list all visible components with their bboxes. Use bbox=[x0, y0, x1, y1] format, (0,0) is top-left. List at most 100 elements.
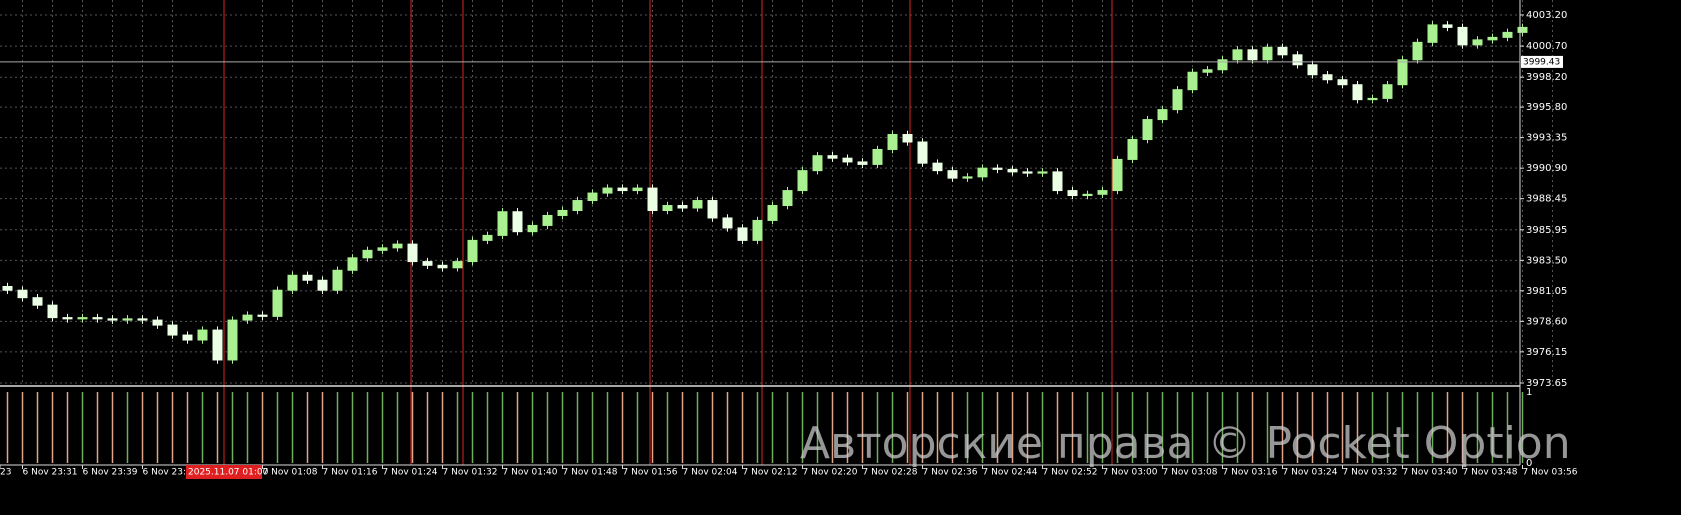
y-tick-label: 3978.60 bbox=[1526, 316, 1567, 327]
y-tick-label: 3988.45 bbox=[1526, 194, 1567, 205]
x-tick-label: 7 Nov 01:16 bbox=[323, 468, 378, 478]
candle-body bbox=[692, 200, 703, 209]
candle-body bbox=[737, 227, 748, 241]
y-tick-label: 3993.35 bbox=[1526, 133, 1567, 144]
candle-body bbox=[377, 247, 388, 251]
session-separators bbox=[223, 0, 1113, 465]
candle-body bbox=[1067, 190, 1078, 197]
candle-body bbox=[1157, 109, 1168, 121]
candle-body bbox=[257, 314, 268, 317]
candle-body bbox=[107, 318, 118, 321]
candle-body bbox=[1397, 59, 1408, 86]
candle-body bbox=[92, 317, 103, 320]
candle-body bbox=[77, 317, 88, 320]
candle-body bbox=[467, 239, 478, 263]
x-tick-label: 23 bbox=[0, 468, 11, 478]
indicator bbox=[6, 392, 1524, 463]
candle-body bbox=[947, 170, 958, 179]
candle-body bbox=[1442, 24, 1453, 28]
candle-body bbox=[1142, 119, 1153, 141]
candle-body bbox=[917, 141, 928, 164]
x-tick-label: 7 Nov 02:36 bbox=[923, 468, 978, 478]
candle-body bbox=[197, 329, 208, 341]
x-tick-label: 7 Nov 02:12 bbox=[743, 468, 798, 478]
y-tick-label: 3983.50 bbox=[1526, 255, 1567, 266]
candle-body bbox=[977, 167, 988, 178]
candle-body bbox=[662, 205, 673, 211]
candle-body bbox=[1412, 41, 1423, 61]
candle-body bbox=[332, 269, 343, 291]
candle-body bbox=[827, 155, 838, 159]
candle-body bbox=[1427, 24, 1438, 43]
candle-body bbox=[617, 187, 628, 192]
x-tick-label: 7 Nov 01:32 bbox=[443, 468, 498, 478]
x-tick-label: 7 Nov 01:56 bbox=[623, 468, 678, 478]
candle-body bbox=[842, 157, 853, 163]
candle-body bbox=[767, 205, 778, 221]
candles bbox=[2, 21, 1528, 364]
candle-body bbox=[362, 249, 373, 259]
candle-body bbox=[1187, 71, 1198, 91]
candle-body bbox=[1472, 39, 1483, 46]
y-tick-label: 3973.65 bbox=[1526, 378, 1567, 389]
x-tick-label: 7 Nov 03:24 bbox=[1283, 468, 1338, 478]
candle-body bbox=[167, 324, 178, 336]
candle-body bbox=[1022, 171, 1033, 174]
candle-body bbox=[407, 243, 418, 263]
candle-body bbox=[527, 224, 538, 233]
candle-body bbox=[392, 243, 403, 249]
candle-body bbox=[752, 219, 763, 241]
candle-body bbox=[1007, 168, 1018, 173]
candle-body bbox=[287, 274, 298, 291]
candle-body bbox=[1487, 36, 1498, 41]
candle-body bbox=[17, 289, 28, 299]
candle-body bbox=[122, 318, 133, 321]
x-tick-label: 7 Nov 03:16 bbox=[1223, 468, 1278, 478]
candle-body bbox=[497, 211, 508, 236]
candle-body bbox=[1322, 74, 1333, 81]
candle-body bbox=[797, 170, 808, 192]
y-tick-label: 3998.20 bbox=[1526, 72, 1567, 83]
candle-body bbox=[872, 148, 883, 165]
indicator-tick-label: 1 bbox=[1526, 387, 1532, 398]
x-tick-label: 7 Nov 02:28 bbox=[863, 468, 918, 478]
candle-body bbox=[677, 205, 688, 209]
candle-body bbox=[302, 274, 313, 281]
candle-body bbox=[1037, 171, 1048, 174]
x-tick-label: 7 Nov 01:24 bbox=[383, 468, 438, 478]
candle-body bbox=[1367, 97, 1378, 101]
candle-body bbox=[437, 264, 448, 269]
candle-body bbox=[317, 279, 328, 291]
candle-body bbox=[1112, 158, 1123, 192]
y-tick-label: 4003.20 bbox=[1526, 10, 1567, 21]
x-tick-label: 7 Nov 03:32 bbox=[1343, 468, 1398, 478]
y-tick-label: 3981.05 bbox=[1526, 286, 1567, 297]
current-price-box bbox=[1521, 55, 1563, 68]
watermark: Авторские права © Pocket Option bbox=[800, 418, 1571, 469]
x-tick-label: 7 Nov 03:48 bbox=[1463, 468, 1518, 478]
candle-body bbox=[1217, 59, 1228, 71]
y-tick-label: 3985.95 bbox=[1526, 225, 1567, 236]
x-tick-label: 7 Nov 03:56 bbox=[1523, 468, 1578, 478]
x-tick-label: 6 Nov 23:39 bbox=[83, 468, 138, 478]
candle-body bbox=[1352, 84, 1363, 101]
candle-body bbox=[542, 214, 553, 226]
candle-body bbox=[1517, 26, 1528, 33]
candle-body bbox=[422, 261, 433, 266]
candle-body bbox=[272, 289, 283, 317]
candle-body bbox=[1232, 49, 1243, 61]
candle-body bbox=[227, 319, 238, 361]
x-tick-label: 7 Nov 03:00 bbox=[1103, 468, 1158, 478]
candle-body bbox=[812, 155, 823, 172]
candle-body bbox=[587, 192, 598, 202]
indicator-tick-label: 0 bbox=[1526, 458, 1532, 469]
candle-body bbox=[1307, 64, 1318, 76]
x-tick-label: 7 Nov 02:44 bbox=[983, 468, 1038, 478]
candle-body bbox=[782, 190, 793, 207]
candle-body bbox=[452, 261, 463, 269]
y-tick-label: 3990.90 bbox=[1526, 163, 1567, 174]
axis-labels: 4003.20 4000.70 3998.20 3995.80 3993.35 3990.… bbox=[0, 10, 1578, 478]
current-price-label: 3999.43 bbox=[1523, 57, 1560, 67]
